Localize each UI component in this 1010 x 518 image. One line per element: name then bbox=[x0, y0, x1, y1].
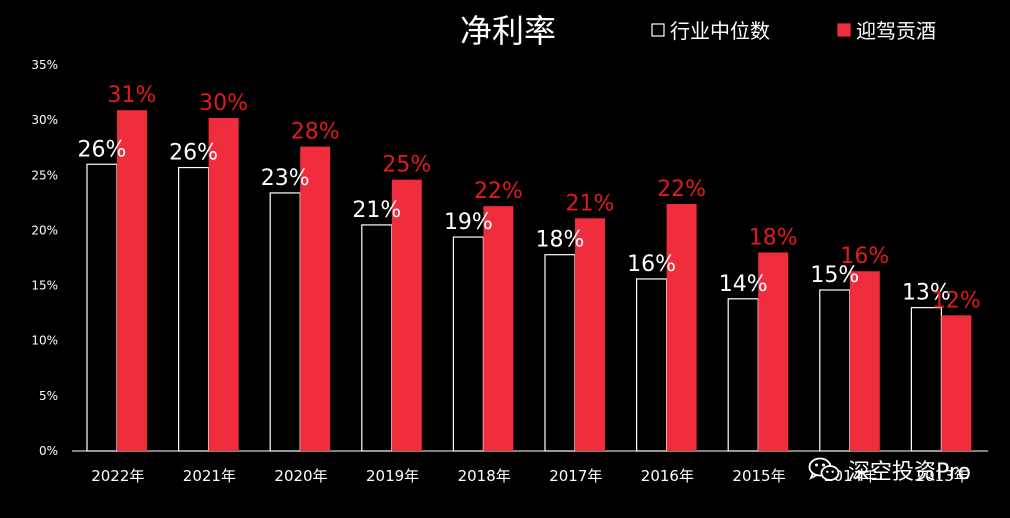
chart-title: 净利率 bbox=[460, 12, 556, 50]
bar-median bbox=[452, 236, 484, 452]
x-tick-label: 2017年 bbox=[549, 467, 602, 485]
y-tick-label: 35% bbox=[31, 58, 58, 72]
bar-median bbox=[910, 307, 943, 452]
data-label-median: 21% bbox=[352, 198, 401, 223]
data-label-yingjia: 31% bbox=[108, 83, 157, 108]
data-label-median: 16% bbox=[627, 252, 676, 277]
data-label-median: 13% bbox=[902, 281, 951, 306]
bar-median bbox=[635, 278, 668, 452]
bar-yingjia bbox=[941, 315, 972, 451]
y-tick-label: 5% bbox=[39, 389, 58, 403]
bar-yingjia bbox=[575, 218, 605, 451]
data-label-yingjia: 25% bbox=[382, 153, 431, 178]
x-tick-label: 2020年 bbox=[274, 467, 327, 485]
data-label-median: 26% bbox=[78, 137, 127, 162]
legend-label-yingjia: 迎驾贡酒 bbox=[856, 19, 936, 43]
bar-median bbox=[819, 289, 851, 452]
bar-median bbox=[86, 163, 118, 452]
bar-median bbox=[269, 192, 301, 452]
data-label-yingjia: 21% bbox=[566, 191, 615, 216]
data-label-median: 14% bbox=[719, 272, 768, 297]
legend-label-median: 行业中位数 bbox=[670, 19, 770, 43]
bar-yingjia bbox=[758, 252, 789, 451]
x-tick-label: 2021年 bbox=[183, 467, 236, 485]
bar-yingjia bbox=[208, 117, 239, 452]
y-axis: 0% 5% 10% 15% 20% 25% 30% 35% bbox=[31, 58, 58, 458]
y-tick-label: 25% bbox=[31, 168, 58, 182]
data-label-median: 23% bbox=[261, 166, 310, 191]
y-tick-label: 20% bbox=[31, 223, 58, 237]
x-tick-label: 2016年 bbox=[641, 467, 694, 485]
bar-median bbox=[544, 254, 576, 452]
wechat-icon bbox=[808, 457, 840, 481]
y-tick-label: 15% bbox=[31, 279, 58, 293]
x-tick-label: 2018年 bbox=[458, 467, 511, 485]
data-label-median: 18% bbox=[536, 228, 585, 253]
y-tick-label: 30% bbox=[31, 113, 58, 127]
data-label-median: 19% bbox=[444, 210, 493, 235]
x-tick-label: 2013年 bbox=[916, 467, 969, 485]
bar-median bbox=[727, 298, 759, 452]
y-tick-label: 10% bbox=[31, 334, 58, 348]
bar-yingjia bbox=[483, 206, 514, 451]
bar-yingjia bbox=[117, 110, 147, 452]
legend-swatch-median bbox=[651, 23, 665, 37]
y-tick-label: 0% bbox=[39, 444, 58, 458]
bar-yingjia bbox=[391, 179, 422, 451]
data-label-yingjia: 12% bbox=[932, 288, 981, 313]
bars bbox=[86, 110, 972, 452]
legend: 行业中位数 迎驾贡酒 bbox=[651, 19, 936, 43]
data-label-yingjia: 22% bbox=[474, 179, 523, 204]
bar-yingjia bbox=[666, 203, 697, 451]
data-label-yingjia: 18% bbox=[749, 225, 798, 250]
x-tick-label: 2019年 bbox=[366, 467, 419, 485]
data-label-yingjia: 28% bbox=[291, 120, 340, 145]
bar-median bbox=[178, 166, 210, 452]
x-tick-label: 2015年 bbox=[732, 467, 785, 485]
bar-yingjia bbox=[849, 271, 880, 451]
data-label-median: 15% bbox=[810, 263, 859, 288]
x-axis: 2022年 2021年 2020年 2019年 2018年 2017年 2016年 2015年… bbox=[72, 450, 988, 485]
watermark: 深空投资Pro bbox=[808, 452, 971, 488]
data-label-median: 26% bbox=[169, 141, 218, 166]
bar-median bbox=[361, 224, 393, 452]
data-labels: 26% 31% 26% 30% 23% 28% 21% 25% 19% 22% 18% 21% 16% 2… bbox=[78, 83, 981, 313]
legend-swatch-yingjia bbox=[837, 23, 851, 37]
data-label-yingjia: 16% bbox=[840, 244, 889, 269]
bar-yingjia bbox=[300, 146, 331, 451]
x-tick-label: 2022年 bbox=[91, 467, 144, 485]
watermark-text: 深空投资Pro bbox=[848, 460, 971, 485]
data-label-yingjia: 22% bbox=[657, 177, 706, 202]
data-label-yingjia: 30% bbox=[199, 91, 248, 116]
